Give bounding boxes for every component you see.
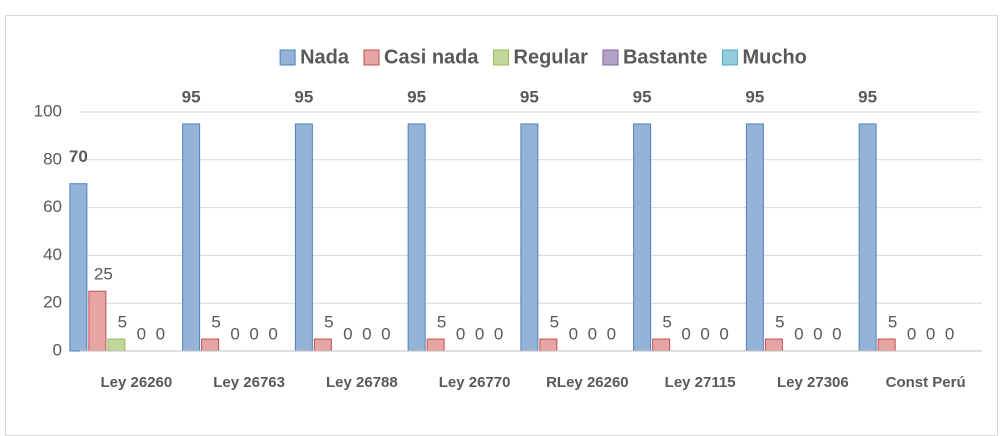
y-tick-label: 0 xyxy=(53,340,62,359)
value-label: 0 xyxy=(813,324,822,343)
value-label: 95 xyxy=(858,87,877,106)
value-label: 0 xyxy=(456,324,465,343)
value-label: 0 xyxy=(907,324,916,343)
x-tick-label: Ley 26770 xyxy=(439,374,511,391)
value-label: 95 xyxy=(407,87,426,106)
value-label: 0 xyxy=(156,324,165,343)
bar xyxy=(407,123,426,352)
legend-swatch xyxy=(363,49,380,66)
value-label: 0 xyxy=(137,324,146,343)
value-label: 0 xyxy=(607,324,616,343)
bar xyxy=(182,123,201,352)
y-tick-label: 20 xyxy=(43,293,62,312)
bar xyxy=(877,338,896,352)
value-label: 95 xyxy=(294,87,313,106)
value-label: 0 xyxy=(494,324,503,343)
value-label: 95 xyxy=(745,87,764,106)
value-label: 5 xyxy=(662,313,671,332)
bar xyxy=(69,183,88,352)
bar xyxy=(764,338,783,352)
value-label: 0 xyxy=(343,324,352,343)
legend-label: Mucho xyxy=(742,46,806,68)
x-tick-label: RLey 26260 xyxy=(546,374,629,391)
value-label: 5 xyxy=(211,313,220,332)
bar xyxy=(313,338,332,352)
legend-label: Bastante xyxy=(623,46,707,68)
value-label: 95 xyxy=(520,87,539,106)
bar xyxy=(201,338,220,352)
bar xyxy=(107,338,126,352)
bar xyxy=(745,123,764,352)
x-tick-label: Ley 26260 xyxy=(101,374,173,391)
value-label: 0 xyxy=(381,324,390,343)
value-label: 0 xyxy=(362,324,371,343)
value-label: 0 xyxy=(719,324,728,343)
value-label: 0 xyxy=(832,324,841,343)
value-label: 5 xyxy=(324,313,333,332)
value-label: 5 xyxy=(118,313,127,332)
bar xyxy=(88,290,107,352)
bar xyxy=(539,338,558,352)
value-label: 0 xyxy=(794,324,803,343)
legend-swatch xyxy=(279,49,296,66)
x-tick-label: Ley 26763 xyxy=(213,374,285,391)
value-label: 0 xyxy=(945,324,954,343)
legend-label: Regular xyxy=(514,46,589,68)
x-tick-label: Ley 27306 xyxy=(777,374,849,391)
y-tick-label: 60 xyxy=(43,197,62,216)
value-label: 0 xyxy=(588,324,597,343)
value-label: 5 xyxy=(550,313,559,332)
bar xyxy=(294,123,313,352)
value-label: 0 xyxy=(926,324,935,343)
value-label: 0 xyxy=(230,324,239,343)
value-label: 0 xyxy=(569,324,578,343)
value-label: 5 xyxy=(775,313,784,332)
legend-label: Nada xyxy=(300,46,350,68)
bar xyxy=(633,123,652,352)
x-tick-label: Ley 26788 xyxy=(326,374,398,391)
y-tick-label: 100 xyxy=(34,101,62,120)
bar xyxy=(520,123,539,352)
bar xyxy=(652,338,671,352)
chart-frame xyxy=(5,15,998,436)
x-tick-label: Const Perú xyxy=(886,374,966,391)
value-label: 0 xyxy=(681,324,690,343)
legend-swatch xyxy=(493,49,509,66)
value-label: 0 xyxy=(700,324,709,343)
value-label: 95 xyxy=(633,87,652,106)
x-tick-label: Ley 27115 xyxy=(665,374,736,391)
legend-swatch xyxy=(602,49,619,66)
value-label: 0 xyxy=(249,324,258,343)
value-label: 25 xyxy=(94,265,113,284)
y-tick-label: 40 xyxy=(43,245,62,264)
value-label: 95 xyxy=(182,87,201,106)
value-label: 5 xyxy=(437,313,446,332)
bar xyxy=(858,123,877,352)
value-label: 5 xyxy=(888,313,897,332)
value-label: 70 xyxy=(69,147,88,166)
legend-swatch xyxy=(721,49,738,66)
y-tick-label: 80 xyxy=(43,149,62,168)
value-label: 0 xyxy=(475,324,484,343)
bar xyxy=(426,338,445,352)
value-label: 0 xyxy=(268,324,277,343)
legend-label: Casi nada xyxy=(384,46,479,68)
